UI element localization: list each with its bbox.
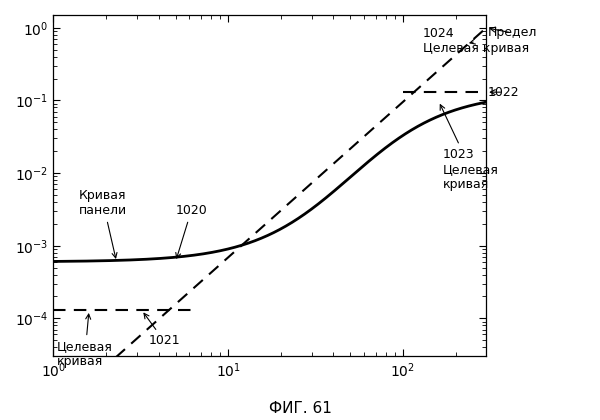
Text: 1024
Целевая кривая: 1024 Целевая кривая xyxy=(423,27,529,55)
Text: 1021: 1021 xyxy=(144,313,180,347)
Text: 1022: 1022 xyxy=(488,86,519,99)
Text: 1023
Целевая
кривая: 1023 Целевая кривая xyxy=(440,105,499,191)
Text: Целевая
кривая: Целевая кривая xyxy=(57,314,113,368)
Text: Кривая
панели: Кривая панели xyxy=(79,189,127,258)
Text: Предел: Предел xyxy=(488,26,537,39)
Text: ФИГ. 61: ФИГ. 61 xyxy=(269,401,331,416)
Text: 1020: 1020 xyxy=(176,204,207,258)
